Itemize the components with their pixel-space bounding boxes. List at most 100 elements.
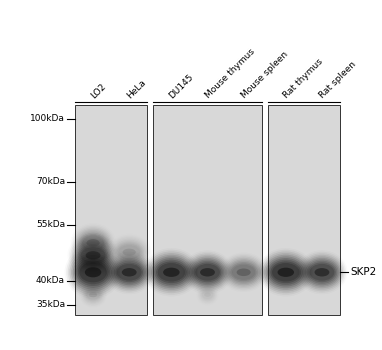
Text: DU145: DU145 — [167, 72, 195, 100]
Ellipse shape — [227, 259, 261, 285]
Ellipse shape — [223, 257, 264, 288]
Ellipse shape — [231, 263, 257, 281]
Text: Mouse thymus: Mouse thymus — [203, 47, 256, 100]
Ellipse shape — [73, 255, 113, 289]
Ellipse shape — [299, 253, 345, 291]
Ellipse shape — [149, 255, 193, 290]
Ellipse shape — [79, 262, 107, 282]
Ellipse shape — [308, 262, 336, 282]
Ellipse shape — [89, 292, 97, 297]
Ellipse shape — [272, 263, 299, 281]
Ellipse shape — [302, 256, 342, 288]
Ellipse shape — [185, 253, 230, 291]
Ellipse shape — [189, 258, 226, 287]
Ellipse shape — [123, 248, 136, 256]
Ellipse shape — [76, 229, 111, 257]
Ellipse shape — [109, 256, 149, 288]
Ellipse shape — [118, 245, 140, 259]
Ellipse shape — [76, 243, 110, 268]
Ellipse shape — [108, 255, 151, 290]
Ellipse shape — [71, 253, 115, 292]
Ellipse shape — [192, 261, 223, 284]
Ellipse shape — [74, 257, 112, 288]
Ellipse shape — [307, 261, 337, 284]
Ellipse shape — [81, 247, 105, 264]
Text: Rat thymus: Rat thymus — [282, 57, 324, 100]
Ellipse shape — [75, 241, 112, 270]
Text: 55kDa: 55kDa — [36, 220, 65, 229]
Text: Mouse spleen: Mouse spleen — [239, 50, 290, 100]
Text: SKP2: SKP2 — [350, 267, 376, 277]
Ellipse shape — [117, 244, 141, 261]
Ellipse shape — [314, 268, 329, 277]
Ellipse shape — [204, 293, 211, 297]
Bar — [153, 105, 262, 315]
Text: 35kDa: 35kDa — [36, 300, 65, 309]
Ellipse shape — [85, 267, 101, 277]
Text: 40kDa: 40kDa — [36, 276, 65, 286]
Ellipse shape — [154, 260, 188, 285]
Text: LO2: LO2 — [89, 82, 107, 100]
Text: Rat spleen: Rat spleen — [317, 60, 358, 100]
Ellipse shape — [158, 263, 185, 281]
Ellipse shape — [86, 290, 100, 300]
Ellipse shape — [270, 261, 301, 283]
Ellipse shape — [191, 259, 224, 285]
Ellipse shape — [70, 251, 117, 293]
Ellipse shape — [68, 250, 118, 295]
Ellipse shape — [114, 241, 144, 263]
Ellipse shape — [236, 268, 251, 276]
Ellipse shape — [278, 268, 294, 277]
Ellipse shape — [262, 253, 309, 292]
Ellipse shape — [309, 264, 334, 281]
Ellipse shape — [76, 259, 110, 286]
Ellipse shape — [194, 262, 221, 282]
Ellipse shape — [148, 253, 195, 292]
Ellipse shape — [78, 231, 108, 254]
Ellipse shape — [122, 268, 137, 277]
Text: 70kDa: 70kDa — [36, 177, 65, 186]
Ellipse shape — [265, 257, 306, 288]
Ellipse shape — [153, 258, 190, 287]
Ellipse shape — [146, 251, 197, 293]
Ellipse shape — [228, 261, 259, 284]
Ellipse shape — [304, 258, 340, 287]
Ellipse shape — [229, 262, 258, 282]
Ellipse shape — [114, 261, 144, 284]
Ellipse shape — [305, 259, 339, 285]
Ellipse shape — [86, 251, 100, 260]
Ellipse shape — [188, 256, 227, 288]
Ellipse shape — [78, 244, 108, 267]
Ellipse shape — [72, 238, 114, 273]
Ellipse shape — [163, 268, 180, 277]
Ellipse shape — [156, 261, 187, 283]
Ellipse shape — [82, 236, 104, 251]
Ellipse shape — [301, 255, 343, 290]
Ellipse shape — [151, 257, 192, 288]
Ellipse shape — [195, 264, 220, 281]
Ellipse shape — [81, 234, 105, 252]
Ellipse shape — [116, 243, 143, 262]
Ellipse shape — [79, 233, 107, 253]
Ellipse shape — [107, 253, 152, 291]
Bar — [75, 105, 147, 315]
Ellipse shape — [267, 258, 304, 287]
Ellipse shape — [73, 239, 113, 271]
Ellipse shape — [78, 260, 108, 284]
Ellipse shape — [112, 259, 146, 285]
Ellipse shape — [269, 260, 303, 285]
Ellipse shape — [186, 255, 229, 290]
Bar — [268, 105, 340, 315]
Ellipse shape — [225, 258, 262, 287]
Ellipse shape — [113, 240, 146, 265]
Ellipse shape — [200, 268, 215, 277]
Ellipse shape — [264, 255, 308, 290]
Ellipse shape — [77, 230, 109, 256]
Ellipse shape — [261, 251, 311, 293]
Ellipse shape — [79, 245, 107, 265]
Text: 100kDa: 100kDa — [30, 114, 65, 123]
Ellipse shape — [111, 258, 147, 287]
Ellipse shape — [232, 265, 255, 280]
Ellipse shape — [115, 262, 143, 282]
Text: HeLa: HeLa — [125, 77, 147, 100]
